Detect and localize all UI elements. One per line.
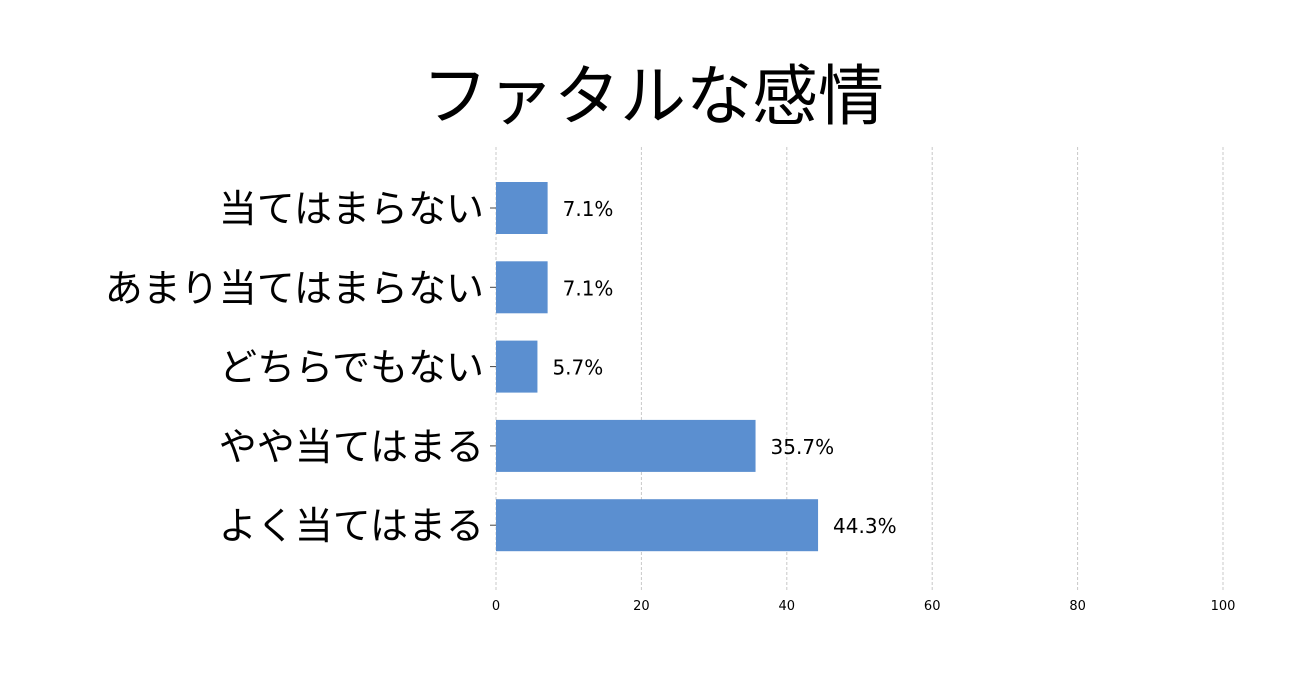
chart-title: ファタルな感情	[422, 58, 884, 135]
value-label: 44.3%	[833, 514, 897, 538]
x-tick-label: 100	[1211, 599, 1236, 614]
x-tick-label: 0	[492, 599, 500, 614]
value-label: 5.7%	[552, 356, 603, 380]
value-label: 7.1%	[563, 197, 614, 221]
x-tick-label: 40	[779, 599, 796, 614]
value-label: 35.7%	[771, 435, 835, 459]
x-tick-label: 20	[633, 599, 650, 614]
category-label: よく当てはまる	[219, 504, 484, 548]
bar	[496, 499, 819, 552]
category-label: やや当てはまる	[219, 425, 484, 469]
x-axis: 0 20 40 60 80 100	[490, 207, 1236, 614]
bar	[496, 261, 548, 314]
bars	[496, 182, 819, 552]
category-label: どちらでもない	[219, 346, 484, 390]
labels: 当てはまらない 7.1% あまり当てはまらない 7.1% どちらでもない 5.7% やや当て…	[105, 187, 897, 548]
bar	[496, 419, 756, 472]
category-label: あまり当てはまらない	[105, 266, 484, 310]
x-tick-label: 80	[1069, 599, 1086, 614]
bar	[496, 340, 538, 393]
bar	[496, 182, 548, 234]
value-label: 7.1%	[563, 276, 614, 300]
category-label: 当てはまらない	[219, 187, 484, 231]
x-tick-label: 60	[924, 599, 941, 614]
